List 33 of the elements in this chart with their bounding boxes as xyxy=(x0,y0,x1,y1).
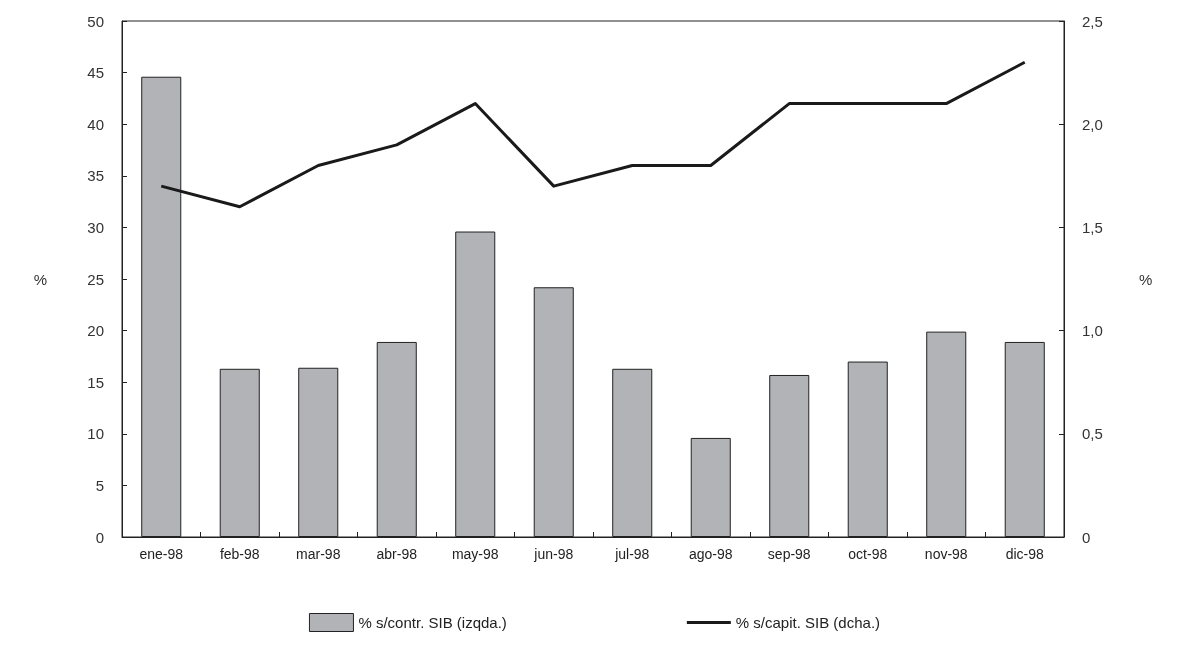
y-tick-label: 35 xyxy=(87,167,104,185)
y-tick-label: 45 xyxy=(87,64,104,82)
x-tick-label: feb-98 xyxy=(219,546,260,562)
y2-tick-label: 1,0 xyxy=(1082,322,1103,340)
y2-axis-title: % xyxy=(1139,270,1153,288)
y2-tick-label: 0,5 xyxy=(1082,425,1103,443)
y-tick-label: 50 xyxy=(87,12,104,30)
y2-tick-label: 2,5 xyxy=(1082,12,1103,30)
y2-tick-label: 2,0 xyxy=(1082,115,1103,133)
x-tick-label: may-98 xyxy=(451,546,499,562)
x-tick-label: dic-98 xyxy=(1005,546,1045,562)
y2-tick-label: 1,5 xyxy=(1082,218,1103,236)
y-tick-label: 5 xyxy=(95,476,104,494)
y-tick-label: 40 xyxy=(87,115,104,133)
y-axis-title: % xyxy=(33,270,47,288)
y-tick-label: 10 xyxy=(87,425,104,443)
x-tick-label: jul-98 xyxy=(614,546,650,562)
legend-label: % s/capit. SIB (dcha.) xyxy=(735,614,881,631)
x-tick-label: ago-98 xyxy=(688,546,733,562)
x-tick-label: ene-98 xyxy=(139,546,184,562)
x-tick-label: sep-98 xyxy=(767,546,811,562)
y-tick-label: 15 xyxy=(87,373,104,391)
x-tick-label: jun-98 xyxy=(533,546,574,562)
y-tick-label: 25 xyxy=(87,270,104,288)
y2-tick-label: 0 xyxy=(1082,528,1091,546)
x-tick-label: abr-98 xyxy=(376,546,418,562)
y-tick-label: 20 xyxy=(87,322,104,340)
legend-label: % s/contr. SIB (izqda.) xyxy=(358,614,507,631)
y-tick-label: 30 xyxy=(87,218,104,236)
x-tick-label: oct-98 xyxy=(848,546,888,562)
y-tick-label: 0 xyxy=(95,528,104,546)
x-tick-label: mar-98 xyxy=(296,546,341,562)
x-tick-label: nov-98 xyxy=(924,546,968,562)
